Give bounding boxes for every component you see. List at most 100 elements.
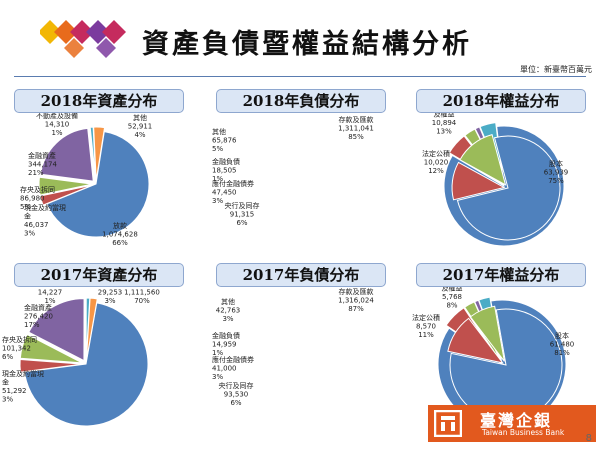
- slice-data-label-line: 法定公積: [422, 149, 450, 158]
- slice-data-label-line: 21%: [28, 169, 44, 177]
- title-divider: [14, 76, 586, 77]
- slice-data-label-line: 其他: [221, 297, 235, 306]
- slice-data-label: 金融負債 14,959 1%: [212, 331, 240, 357]
- bank-name-english: Taiwan Business Bank: [482, 428, 565, 437]
- slice-data-label-line: 央行及同存: [225, 201, 260, 210]
- slice-data-label-line: 5%: [20, 203, 31, 211]
- slice-data-label-line: 存央及拆同: [2, 335, 37, 344]
- slice-data-label-line: 13%: [436, 128, 452, 136]
- pie-slice-6: [85, 297, 98, 361]
- pie-slice-4: [28, 298, 85, 362]
- chart-title: 2017年資產分布: [14, 263, 184, 287]
- slice-data-label-line: 1%: [212, 175, 223, 183]
- slice-data-label-line: 8%: [446, 302, 457, 310]
- chart-title: 2018年權益分布: [416, 89, 586, 113]
- slice-data-label: 存款及匯款 1,316,024 87%: [338, 287, 374, 313]
- slice-data-label: 放款 1,074,628 66%: [102, 221, 138, 247]
- slice-data-label-line: 金融資產: [28, 151, 56, 160]
- pie-slice-5: [89, 126, 97, 181]
- slice-data-label-line: 存央及拆同: [20, 185, 55, 194]
- slice-data-label-line: 87%: [348, 305, 364, 313]
- slice-data-label-line: 金融負債: [212, 331, 240, 340]
- chart-panel: 放款 1,074,628 66% 現金及約當現金 46,037 3% 存央及拆同 86,980…: [2, 82, 196, 262]
- slice-data-label-line: 18,505: [212, 167, 237, 175]
- slice-data-label: 其他 42,763 3%: [216, 297, 241, 323]
- chart-title: 2017年負債分布: [216, 263, 386, 287]
- slice-data-label-line: 5%: [212, 145, 223, 153]
- pie-slice-1: [23, 302, 149, 427]
- slice-data-label-line: 85%: [348, 133, 364, 141]
- pie-slice-1: [456, 135, 561, 241]
- page-title: 資產負債暨權益結構分析: [142, 29, 472, 60]
- slice-data-label-line: 14,310: [45, 121, 70, 129]
- slice-data-label-line: 3%: [222, 315, 233, 323]
- slice-data-label: 股本 61,480 81%: [550, 331, 575, 357]
- chart-panel: 存款及匯款 1,311,041 85% 央行及同存 91,315 6% 應付金融債券 47,4…: [204, 82, 565, 262]
- slice-data-label-line: 6%: [236, 219, 247, 227]
- slice-data-label-line: 47,450: [212, 189, 237, 197]
- logo-diamond: [40, 20, 62, 44]
- slice-data-label-line: 10,894: [432, 119, 457, 127]
- slice-data-label-line: 51,292: [2, 387, 27, 395]
- slice-data-label: 股本 63,939 75%: [544, 159, 569, 185]
- slice-data-label-line: 17%: [24, 321, 40, 329]
- slice-data-label: 法定公積 10,020 12%: [422, 149, 450, 175]
- chart-panel: 股本63,93975%法定公積10,02012%其他保留盈餘及權益10,8941…: [404, 82, 598, 262]
- logo-diamond: [54, 20, 78, 44]
- bank-logo-bar: [441, 422, 445, 431]
- slice-data-label-line: 應付金融債券: [212, 179, 254, 188]
- slice-data-label-line: 存款及匯款: [339, 115, 374, 124]
- slice-data-label-line: 344,174: [28, 161, 57, 169]
- bank-logo-frame: [434, 410, 462, 437]
- pie-chart-2018-assets: 放款 1,074,628 66%現金及約當現金 46,037 3%存央及拆同 86,980…: [20, 111, 152, 247]
- slice-data-label: 央行及同存 93,530 6%: [219, 381, 254, 407]
- pie-slice-1: [46, 131, 150, 238]
- slice-data-label-line: 3%: [212, 197, 223, 205]
- pie-slice-2: [19, 358, 83, 373]
- pie-slice-3: [38, 176, 93, 196]
- chart-title: 2018年資產分布: [14, 89, 184, 113]
- slice-data-label: 金融資產 276,420 17%: [24, 303, 53, 329]
- pie-slice-2: [451, 161, 506, 201]
- slice-data-label-line: 1%: [51, 129, 62, 137]
- slice-data-label-line: 其他: [212, 127, 226, 136]
- chart-panel: 放款1,111,56070%現金及約當現金51,2923%存央及拆同101,34…: [2, 256, 196, 436]
- slice-data-label-line: 14,227: [38, 289, 63, 297]
- slice-data-label-line: 63,939: [544, 169, 569, 177]
- slice-data-label-line: 4%: [134, 131, 145, 139]
- slice-data-label-line: 金: [24, 212, 31, 221]
- pie-slice-6: [93, 126, 106, 181]
- slice-data-label-line: 存款及匯款: [339, 287, 374, 296]
- pie-slice-3: [459, 134, 507, 186]
- slice-data-label-line: 1,311,041: [338, 125, 374, 133]
- slice-data-label-line: 3%: [24, 230, 35, 238]
- slice-data-label-line: 6%: [230, 399, 241, 407]
- slice-data-label-line: 及權益: [442, 284, 463, 293]
- slice-data-label-line: 及權益: [434, 110, 455, 119]
- chart-title: 2018年負債分布: [216, 89, 386, 113]
- slice-data-label: 存款及匯款 1,311,041 85%: [338, 115, 374, 141]
- slice-data-label-line: 法定公積: [412, 313, 440, 322]
- slice-data-label-line: 金融資產: [24, 303, 52, 312]
- slice-data-label: 法定公積 8,570 11%: [412, 313, 440, 339]
- slice-data-label-line: 86,980: [20, 195, 45, 203]
- slice-data-label-line: 42,763: [216, 307, 241, 315]
- slice-data-label: 存央及拆同 86,980 5%: [20, 185, 55, 211]
- slice-data-label-line: 81%: [554, 349, 570, 357]
- slice-data-label-line: 91,315: [230, 211, 255, 219]
- slice-data-label: 央行及同存 91,315 6%: [225, 201, 260, 227]
- slice-data-label-line: 6%: [2, 353, 13, 361]
- slice-data-label-line: 65,876: [212, 137, 237, 145]
- slice-data-label-line: 41,000: [212, 365, 237, 373]
- slice-data-label-line: 1,316,024: [338, 297, 374, 305]
- slice-data-label: 應付金融債券 47,450 3%: [212, 179, 254, 205]
- page-number: 8: [585, 433, 592, 444]
- slice-data-label: 現金及約當現金 51,292 3%: [2, 369, 44, 404]
- slice-data-label-line: 股本: [549, 159, 563, 168]
- slice-data-label-line: 8,570: [416, 323, 436, 331]
- slice-data-label-line: 46,037: [24, 221, 49, 229]
- slice-data-label-line: 不動產及設備: [36, 111, 78, 120]
- slice-data-label: 現金及約當現金 46,037 3%: [24, 203, 66, 238]
- slice-data-label-line: 金: [2, 378, 9, 387]
